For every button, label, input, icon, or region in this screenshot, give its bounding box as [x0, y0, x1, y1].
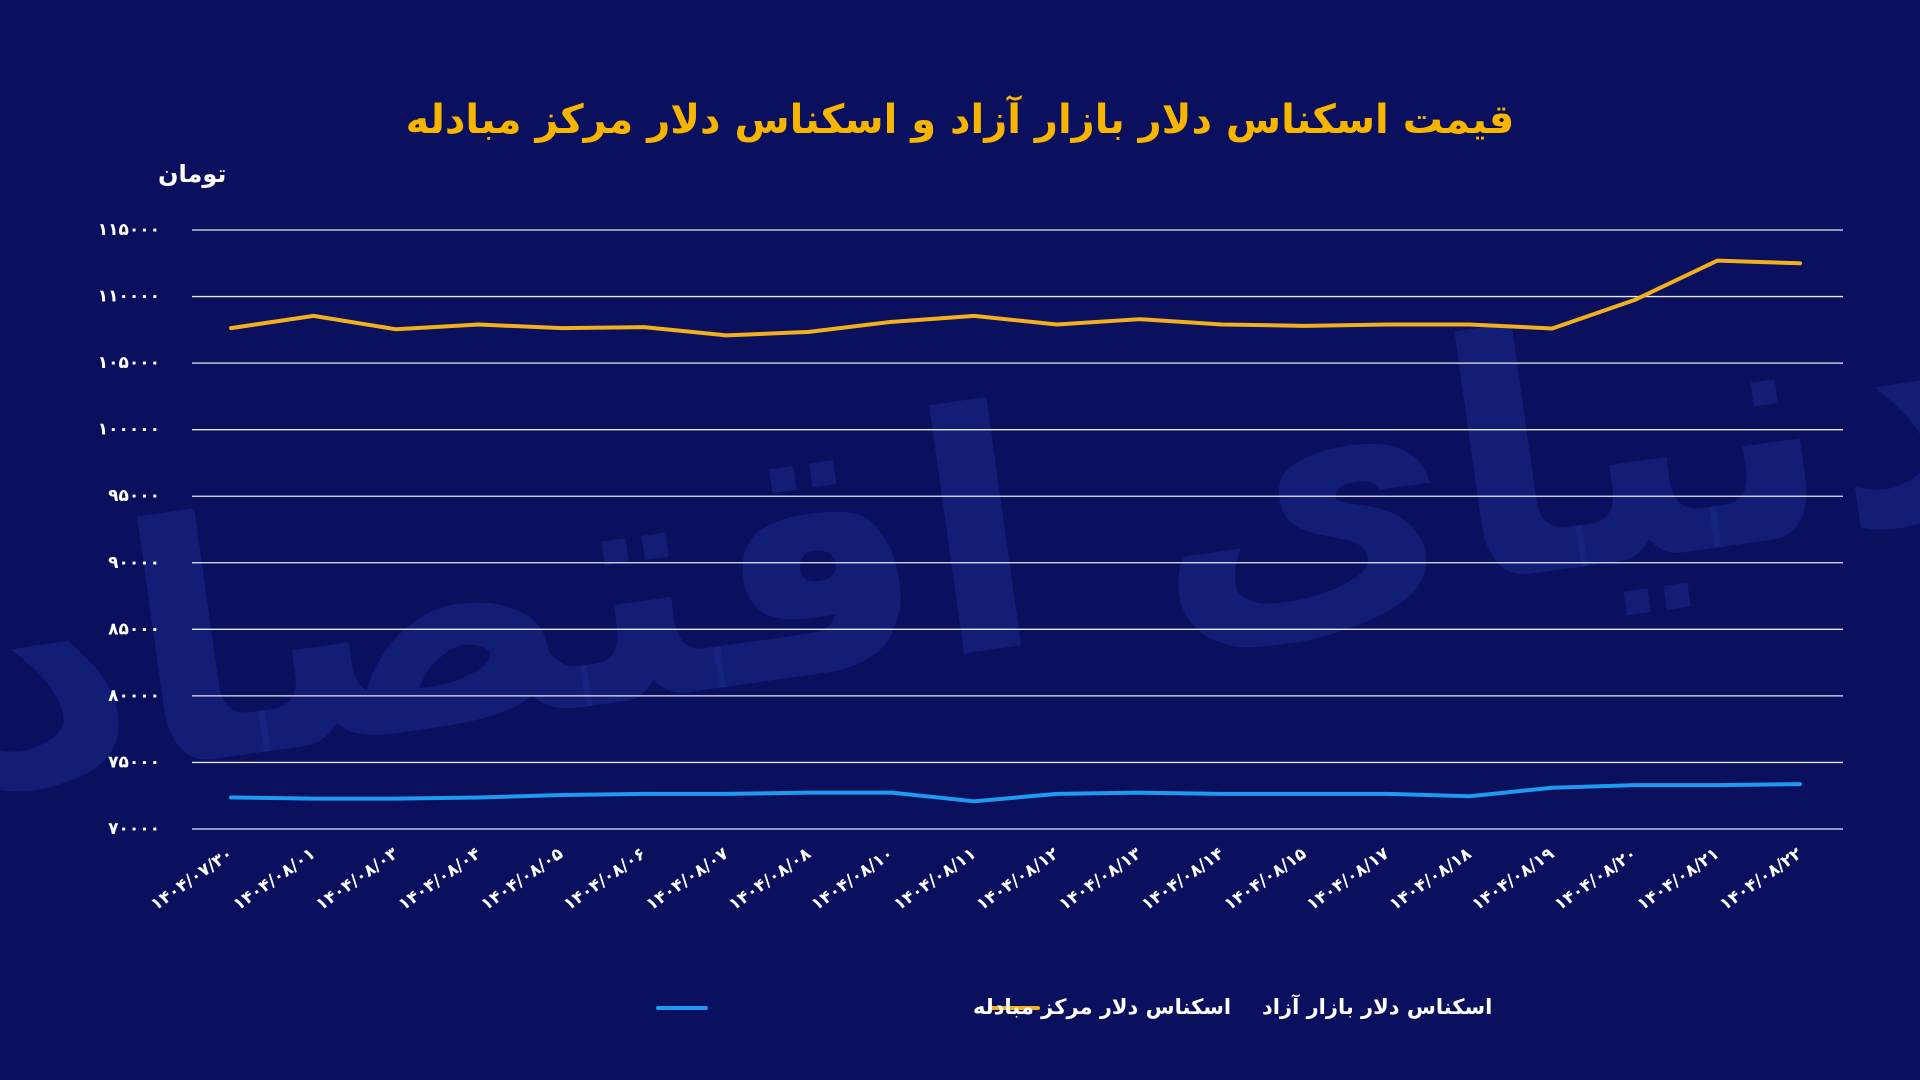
chart-title: قیمت اسکناس دلار بازار آزاد و اسکناس دلا… — [406, 94, 1515, 143]
y-tick-label: ۸۵۰۰۰ — [108, 619, 160, 639]
y-tick-label: ۹۵۰۰۰ — [108, 486, 160, 506]
legend-label: اسکناس دلار بازار آزاد — [1262, 994, 1492, 1019]
series-line — [229, 258, 1802, 338]
y-tick-label: ۷۰۰۰۰ — [108, 819, 160, 839]
series-line — [229, 782, 1802, 804]
y-tick-label: ۹۰۰۰۰ — [108, 553, 160, 573]
y-tick-label: ۱۰۰۰۰۰ — [98, 420, 160, 440]
y-tick-label: ۱۰۵۰۰۰ — [98, 353, 160, 373]
y-tick-label: ۱۱۵۰۰۰ — [98, 220, 160, 240]
y-tick-label: ۱۱۰۰۰۰ — [98, 287, 160, 307]
y-axis-label: تومان — [158, 160, 226, 188]
y-tick-label: ۸۰۰۰۰ — [108, 686, 160, 706]
legend-label: اسکناس دلار مرکز مبادله — [973, 995, 1231, 1019]
y-tick-label: ۷۵۰۰۰ — [108, 752, 160, 772]
